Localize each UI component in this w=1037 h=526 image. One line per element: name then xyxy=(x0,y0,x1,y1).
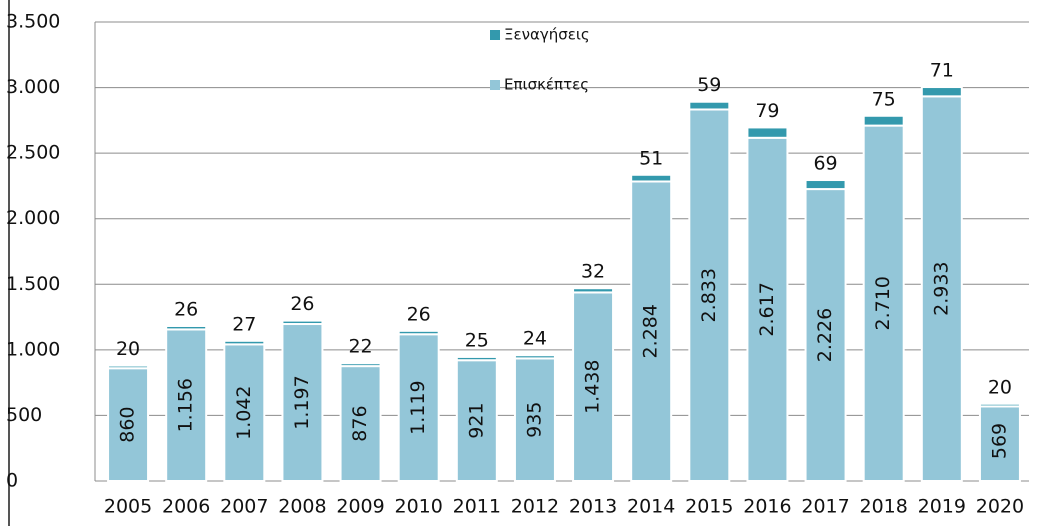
bar-segment xyxy=(397,333,440,482)
y-tick-label: 1.500 xyxy=(6,273,60,295)
bar-segment xyxy=(920,86,963,98)
value-label: 921 xyxy=(465,402,487,438)
x-tick-label: 2008 xyxy=(278,496,326,518)
x-tick-label: 2019 xyxy=(918,496,966,518)
x-tick-label: 2011 xyxy=(453,496,501,518)
value-label: 1.042 xyxy=(233,385,255,439)
y-tick-label: 500 xyxy=(6,404,42,426)
value-label: 20 xyxy=(988,376,1012,398)
x-tick-label: 2013 xyxy=(569,496,617,518)
x-tick-label: 2005 xyxy=(104,496,152,518)
value-label: 26 xyxy=(407,303,431,325)
bar-segment xyxy=(688,100,731,111)
value-label: 1.197 xyxy=(291,375,313,429)
value-label: 1.156 xyxy=(175,378,197,432)
x-tick-label: 2009 xyxy=(336,496,384,518)
y-tick-label: 0 xyxy=(6,470,18,492)
value-label: 32 xyxy=(581,261,605,283)
bar-segment xyxy=(339,365,382,483)
x-tick-label: 2015 xyxy=(685,496,733,518)
bar-segment xyxy=(862,114,905,127)
value-label: 1.438 xyxy=(582,360,604,414)
value-label: 860 xyxy=(117,406,139,442)
bar-segment xyxy=(513,357,556,483)
bar-segment xyxy=(339,362,382,368)
bar-segment xyxy=(978,405,1021,482)
value-label: 26 xyxy=(174,298,198,320)
value-label: 75 xyxy=(872,88,896,110)
value-label: 26 xyxy=(290,293,314,315)
x-tick-label: 2016 xyxy=(743,496,791,518)
y-tick-label: 2.000 xyxy=(6,207,60,229)
value-label: 79 xyxy=(755,100,779,122)
bar-segment xyxy=(572,291,615,482)
bar-segment xyxy=(804,179,847,191)
bar-segment xyxy=(455,355,498,362)
value-label: 2.226 xyxy=(814,308,836,362)
value-label: 569 xyxy=(988,423,1010,459)
bar-segment xyxy=(107,364,150,370)
x-tick-label: 2012 xyxy=(511,496,559,518)
value-label: 876 xyxy=(349,405,371,441)
bar-segment xyxy=(746,126,789,139)
value-label: 20 xyxy=(116,338,140,360)
x-tick-label: 2020 xyxy=(976,496,1024,518)
bar-segment xyxy=(572,287,615,294)
bar-segment xyxy=(746,136,789,483)
value-label: 2.833 xyxy=(698,268,720,322)
bar-segment xyxy=(804,188,847,483)
value-label: 69 xyxy=(813,153,837,175)
bar-segment xyxy=(630,173,673,183)
bar-segment xyxy=(513,354,556,360)
legend-label: Ξεναγήσεις xyxy=(504,26,590,44)
value-label: 59 xyxy=(697,74,721,96)
value-label: 2.710 xyxy=(872,276,894,330)
value-label: 2.617 xyxy=(756,282,778,336)
value-label: 71 xyxy=(930,60,954,82)
bar-segment xyxy=(223,339,266,346)
legend-label: Επισκέπτες xyxy=(504,76,589,94)
bar-segment xyxy=(630,180,673,482)
bar-segment xyxy=(281,323,324,482)
bar-segment xyxy=(688,108,731,482)
value-label: 24 xyxy=(523,328,547,350)
value-label: 2.284 xyxy=(640,304,662,358)
value-label: 2.933 xyxy=(930,261,952,315)
value-label: 1.119 xyxy=(407,380,429,434)
value-label: 935 xyxy=(523,402,545,438)
bar-segment xyxy=(281,319,324,326)
y-tick-label: 3.000 xyxy=(6,76,60,98)
value-label: 51 xyxy=(639,147,663,169)
legend-swatch xyxy=(490,30,500,40)
y-tick-label: 3.500 xyxy=(6,11,60,33)
value-label: 22 xyxy=(348,336,372,358)
y-tick-label: 1.000 xyxy=(6,338,60,360)
y-tick-label: 2.500 xyxy=(6,142,60,164)
bar-segment xyxy=(978,402,1021,408)
x-tick-label: 2006 xyxy=(162,496,210,518)
x-tick-label: 2010 xyxy=(395,496,443,518)
bar-segment xyxy=(455,359,498,483)
bar-segment xyxy=(223,343,266,483)
x-tick-label: 2007 xyxy=(220,496,268,518)
bar-segment xyxy=(165,324,208,331)
value-label: 25 xyxy=(465,329,489,351)
x-tick-label: 2014 xyxy=(627,496,675,518)
bar-segment xyxy=(397,329,440,336)
value-label: 27 xyxy=(232,313,256,335)
x-tick-label: 2017 xyxy=(801,496,849,518)
x-tick-label: 2018 xyxy=(860,496,908,518)
legend-swatch xyxy=(490,80,500,90)
